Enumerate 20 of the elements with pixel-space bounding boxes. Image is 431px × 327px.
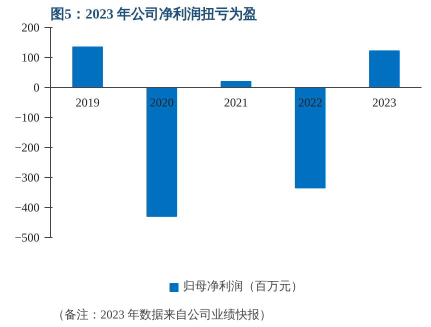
y-tick-label: 100 — [22, 50, 40, 64]
y-tick-label: −200 — [14, 140, 40, 154]
x-tick-label: 2023 — [372, 95, 396, 110]
text: （备注：2023 年数据来自公司业绩快报） — [52, 308, 272, 322]
y-tick-label: −300 — [14, 170, 40, 184]
y-tick-label: 200 — [22, 20, 40, 34]
x-tick-label: 2021 — [224, 95, 248, 110]
y-tick-label: 0 — [34, 80, 40, 94]
chart-title: 图5：2023 年公司净利润扭亏为盈 — [50, 6, 257, 22]
legend-label: 归母净利润（百万元） — [183, 278, 303, 295]
bar — [146, 86, 178, 217]
y-tick-label: −500 — [14, 230, 40, 244]
y-tick-label: −400 — [14, 200, 40, 214]
bar — [369, 50, 400, 88]
y-tick-label: −100 — [14, 110, 40, 124]
bar — [72, 46, 103, 88]
bar — [294, 86, 326, 188]
x-tick-label: 2022 — [298, 95, 322, 110]
x-tick-label: 2019 — [76, 95, 100, 110]
x-tick-label: 2020 — [150, 95, 174, 110]
